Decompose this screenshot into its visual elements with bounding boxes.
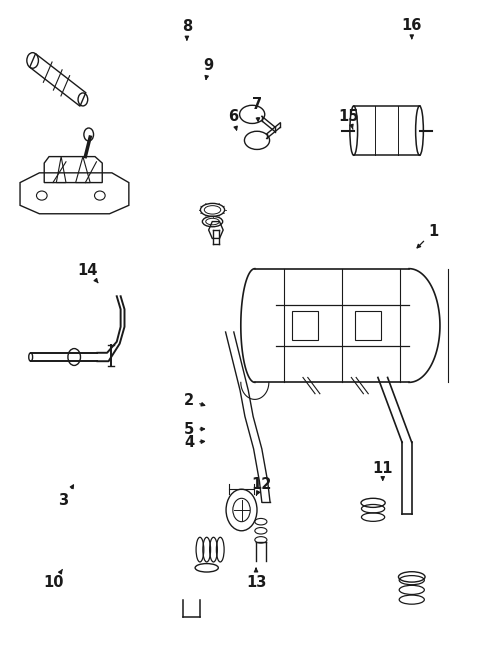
Text: 13: 13: [245, 568, 266, 590]
Text: 5: 5: [184, 422, 204, 437]
Text: 1: 1: [416, 224, 438, 248]
Bar: [354, 311, 380, 340]
Text: 6: 6: [227, 109, 237, 130]
Text: 11: 11: [372, 461, 392, 480]
Text: 2: 2: [184, 393, 204, 408]
Text: 3: 3: [59, 485, 73, 508]
Text: 10: 10: [44, 570, 64, 590]
Text: 4: 4: [184, 435, 204, 450]
Text: 9: 9: [203, 58, 213, 79]
Text: 16: 16: [401, 18, 421, 38]
Text: 14: 14: [77, 263, 98, 283]
Text: 7: 7: [251, 97, 261, 121]
Text: 8: 8: [182, 19, 192, 40]
Bar: [291, 311, 318, 340]
Text: 15: 15: [338, 109, 359, 130]
Text: 12: 12: [251, 477, 272, 495]
